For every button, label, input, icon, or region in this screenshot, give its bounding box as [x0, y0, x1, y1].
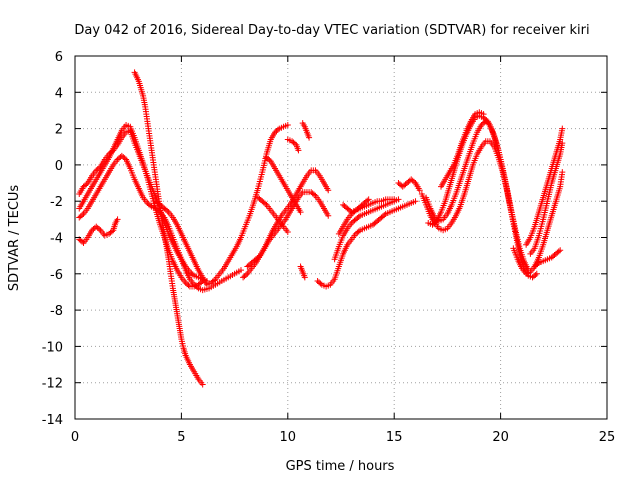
data-point-dense	[364, 197, 371, 204]
data-point	[559, 125, 566, 132]
data-point	[199, 381, 206, 388]
data-point-dense	[108, 228, 115, 235]
series-arc-26	[531, 169, 566, 270]
x-tick-label: 15	[386, 430, 403, 445]
axis-ticks: 0 5 10 15 20 25 -14 -12 -10 -8 -6 -4 -2 0 2 4 6	[42, 50, 616, 445]
series-arc-2	[76, 127, 210, 285]
data-point-dense	[381, 212, 388, 219]
y-tick-label: 4	[55, 86, 63, 101]
x-tick-label: 25	[599, 430, 616, 445]
series-arc-10	[263, 154, 304, 216]
grid	[75, 56, 607, 419]
data-point-dense	[311, 191, 318, 198]
data-point	[325, 212, 332, 219]
data-point-dense	[355, 228, 362, 235]
data-point	[391, 196, 398, 203]
data-point-dense	[355, 213, 362, 220]
series-arc-18	[395, 176, 423, 194]
x-tick-label: 5	[177, 430, 185, 445]
data-point-dense	[411, 178, 418, 185]
series-arc-11	[284, 136, 302, 154]
data-point-dense	[274, 126, 281, 133]
data-point-dense	[83, 181, 90, 188]
data-point	[533, 270, 540, 277]
data-point-dense	[121, 155, 128, 162]
x-tick-label: 10	[280, 430, 297, 445]
data-point-dense	[189, 271, 196, 278]
data-point-dense	[532, 272, 539, 279]
y-tick-label: -12	[42, 377, 63, 392]
series-arc-16	[335, 196, 398, 237]
data-point-dense	[96, 226, 103, 233]
x-tick-label: 20	[492, 430, 509, 445]
data-point-dense	[79, 212, 86, 219]
data-point-dense	[198, 279, 205, 286]
y-tick-label: -6	[50, 268, 63, 283]
series-arc-12	[299, 120, 313, 141]
series-arc-3	[76, 121, 206, 290]
data-point-dense	[211, 277, 218, 284]
data-point-dense	[242, 272, 249, 279]
series-arc-15	[331, 196, 402, 263]
data-point	[412, 198, 419, 205]
y-axis-label: SDTVAR / TECUs	[7, 185, 22, 292]
data-point	[557, 247, 564, 254]
series-arc-9	[255, 194, 291, 236]
data-point-dense	[266, 157, 273, 164]
data-point-dense	[147, 202, 154, 209]
series-arc-8	[244, 167, 332, 270]
data-point	[416, 187, 423, 194]
series-arc-25	[527, 140, 566, 257]
data-points	[76, 69, 566, 388]
y-tick-label: -14	[42, 413, 63, 428]
y-tick-label: 2	[55, 123, 63, 138]
y-tick-label: 0	[55, 159, 63, 174]
series-arc-17	[340, 196, 372, 216]
data-point-dense	[317, 280, 324, 287]
data-point	[297, 209, 304, 216]
data-point	[295, 147, 302, 154]
data-point-dense	[255, 253, 262, 260]
data-point	[284, 121, 291, 128]
data-point	[559, 140, 566, 147]
y-tick-label: -10	[42, 340, 63, 355]
data-point-dense	[185, 282, 192, 289]
data-point	[306, 134, 313, 141]
data-point	[559, 169, 566, 176]
data-point	[480, 111, 487, 118]
y-tick-label: -4	[50, 232, 63, 247]
data-point	[114, 216, 121, 223]
y-tick-label: 6	[55, 50, 63, 65]
data-point-dense	[194, 284, 201, 291]
data-point-dense	[79, 238, 86, 245]
data-point-dense	[483, 117, 490, 124]
data-point	[365, 196, 372, 203]
data-point	[510, 218, 517, 225]
data-point	[237, 267, 244, 274]
x-axis-label: GPS time / hours	[286, 459, 395, 474]
series-arc-14	[314, 198, 419, 290]
data-point-dense	[262, 200, 269, 207]
data-point	[284, 229, 291, 236]
data-point	[325, 187, 332, 194]
series-arc-22	[438, 109, 487, 190]
y-tick-label: -8	[50, 304, 63, 319]
series-arc-13	[297, 263, 308, 281]
data-point	[301, 274, 308, 281]
y-tick-label: -2	[50, 195, 63, 210]
data-point-dense	[164, 207, 171, 214]
data-point-dense	[432, 219, 439, 226]
series-arc-5	[131, 69, 206, 388]
series-arc-1	[76, 216, 121, 246]
x-tick-label: 0	[71, 430, 79, 445]
data-point-dense	[291, 140, 298, 147]
data-point-dense	[555, 248, 562, 255]
chart-title: Day 042 of 2016, Sidereal Day-to-day VTE…	[74, 23, 589, 38]
